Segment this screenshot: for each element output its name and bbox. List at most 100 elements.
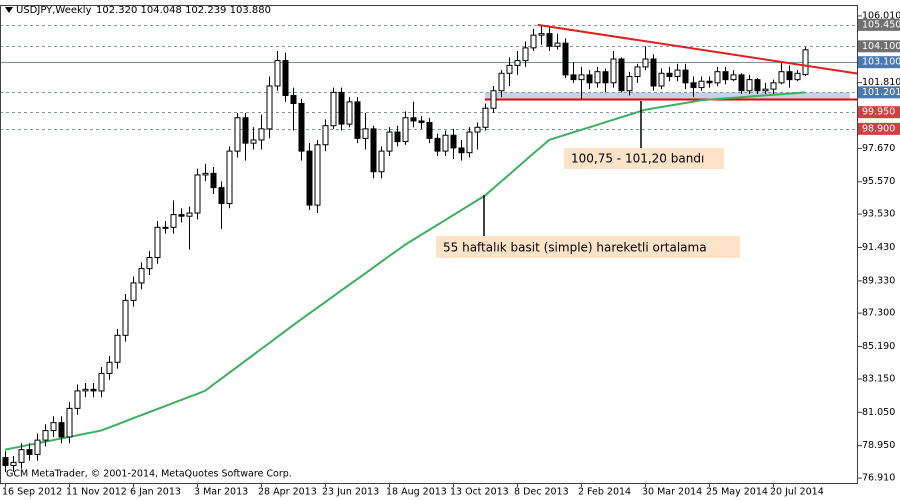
candle-body [562, 42, 569, 76]
candle-body [74, 390, 81, 409]
candle-body [698, 80, 705, 89]
candle-body [290, 95, 297, 104]
candle-body [458, 147, 465, 154]
candle-body [90, 388, 97, 392]
candle-body [602, 71, 609, 84]
candle-body [634, 66, 641, 77]
x-tick-label: 2 Feb 2014 [578, 487, 631, 498]
annotation: 55 haftalık basit (simple) hareketli ort… [443, 241, 707, 255]
candle-body [322, 125, 329, 146]
candle-body [498, 72, 505, 92]
x-tick-label: 23 Jun 2013 [322, 487, 379, 498]
candle-body [2, 457, 9, 467]
candle-body [442, 134, 449, 152]
candle-body [450, 134, 457, 149]
candle-body [466, 131, 473, 154]
candle-body [746, 79, 753, 92]
support-band [485, 92, 850, 100]
candle-body [274, 60, 281, 87]
candle-body [762, 88, 769, 92]
candle-body [298, 102, 305, 152]
candle-body [130, 282, 137, 301]
plot-frame [0, 5, 858, 484]
candle-body [490, 90, 497, 109]
candle-body [10, 461, 17, 467]
x-tick-label: 6 Jan 2013 [130, 487, 181, 498]
y-tick-label: 106.010 [862, 10, 900, 21]
candle-body [50, 422, 57, 432]
candle-body [178, 214, 185, 217]
candle-body [714, 71, 721, 84]
x-tick-label: 18 Aug 2013 [386, 487, 447, 498]
candle-body [234, 117, 241, 152]
x-tick-label: 11 Nov 2012 [66, 487, 127, 498]
candle-body [506, 64, 513, 74]
candle-body [570, 74, 577, 81]
candle-body [106, 361, 113, 374]
candle-body [82, 388, 89, 392]
candle-body [250, 139, 257, 144]
candle-body [226, 150, 233, 205]
y-tick-label: 83.150 [862, 373, 895, 384]
candle-body [370, 128, 377, 173]
candle-body [186, 212, 193, 217]
candle-body [362, 128, 369, 139]
price-label: 103.100 [862, 57, 900, 68]
candle-body [626, 75, 633, 92]
price-label-box [858, 106, 900, 119]
menu-arrow[interactable] [5, 7, 13, 13]
y-tick-label: 89.330 [862, 275, 895, 286]
candle-body [770, 82, 777, 90]
candle-body [162, 226, 169, 229]
candle-body [586, 74, 593, 84]
candle-body [722, 71, 729, 81]
y-tick-label: 97.670 [862, 143, 895, 154]
y-tick-label: 76.910 [862, 473, 895, 484]
candle-body [546, 33, 553, 47]
candle-body [434, 137, 441, 152]
candle-body [538, 33, 545, 36]
candle-body [114, 334, 121, 363]
candle-body [578, 74, 585, 81]
candle-body [330, 91, 337, 127]
price-label: 99.950 [862, 107, 895, 118]
price-label: 98.900 [862, 123, 895, 134]
candle-body [394, 131, 401, 143]
candle-body [754, 79, 761, 92]
price-label-box [858, 18, 900, 31]
candle-body [346, 101, 353, 125]
ohlc-readout: 102.320 104.048 102.239 103.880 [96, 5, 271, 16]
candle-body [386, 131, 393, 152]
y-tick-label: 95.570 [862, 176, 895, 187]
candle-body [786, 71, 793, 81]
candle-body [194, 174, 201, 214]
y-tick-label: 101.810 [862, 77, 900, 88]
candle-body [354, 101, 361, 139]
x-tick-label: 20 Jul 2014 [770, 487, 824, 498]
candle-body [242, 117, 249, 144]
candle-body [658, 72, 665, 87]
candle-body [594, 71, 601, 84]
annotation-box [436, 236, 740, 258]
moving-average [4, 91, 806, 451]
candle-body [682, 69, 689, 84]
candle-body [522, 47, 529, 62]
candle-body [378, 150, 385, 173]
candle-body [170, 214, 177, 228]
y-tick-label: 91.430 [862, 242, 895, 253]
x-tick-label: 16 Sep 2012 [2, 487, 62, 498]
candle-body [34, 439, 41, 455]
candle-body [154, 226, 161, 258]
price-label-box [858, 40, 900, 53]
price-label-box [858, 122, 900, 135]
annotation-box [564, 148, 724, 169]
candle-body [314, 144, 321, 206]
candle-body [474, 126, 481, 133]
candle-body [18, 449, 25, 463]
candle-body [66, 407, 73, 438]
candle-body [514, 60, 521, 66]
trend-line [537, 23, 858, 75]
candle-body [690, 82, 697, 89]
y-tick-label: 87.300 [862, 308, 895, 319]
candle-body [674, 69, 681, 77]
